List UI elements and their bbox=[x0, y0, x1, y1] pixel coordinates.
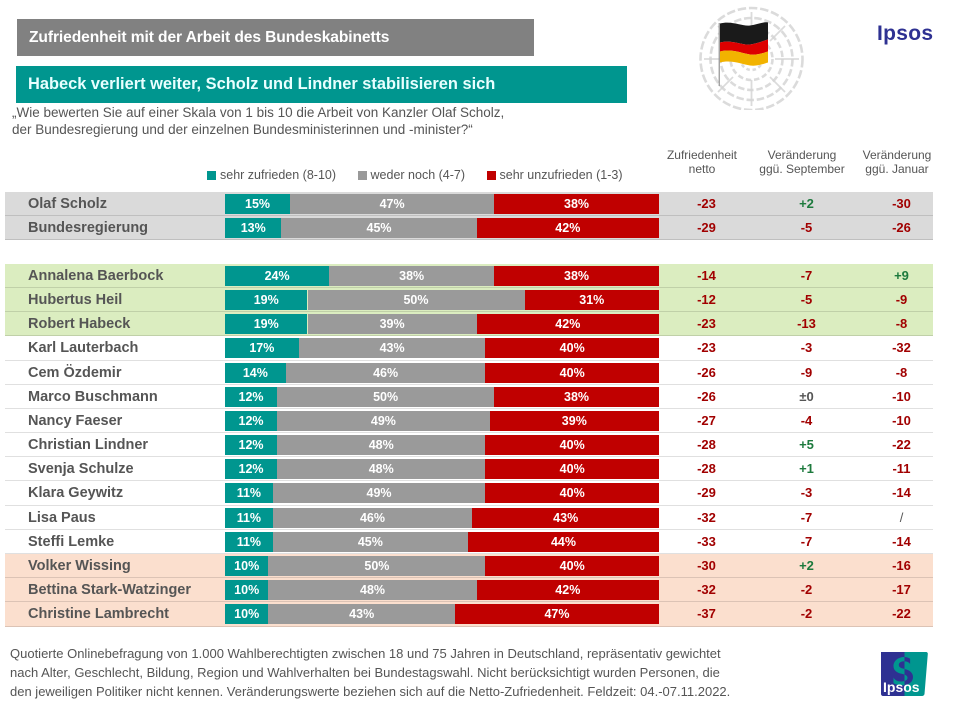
svg-text:Ipsos: Ipsos bbox=[883, 679, 920, 695]
